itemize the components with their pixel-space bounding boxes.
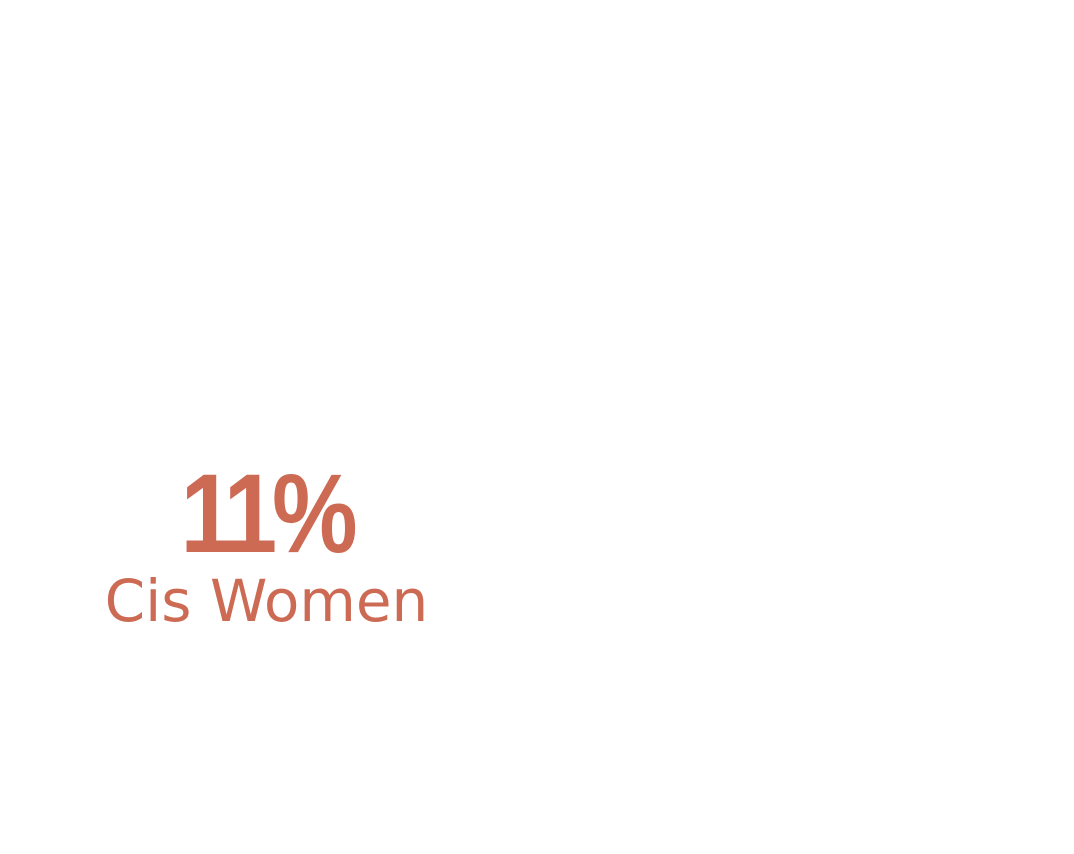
stat-percentage: 11% [180,451,358,576]
stat-block: 11% Cis Women [0,451,533,635]
stat-label: Cis Women [104,567,429,635]
